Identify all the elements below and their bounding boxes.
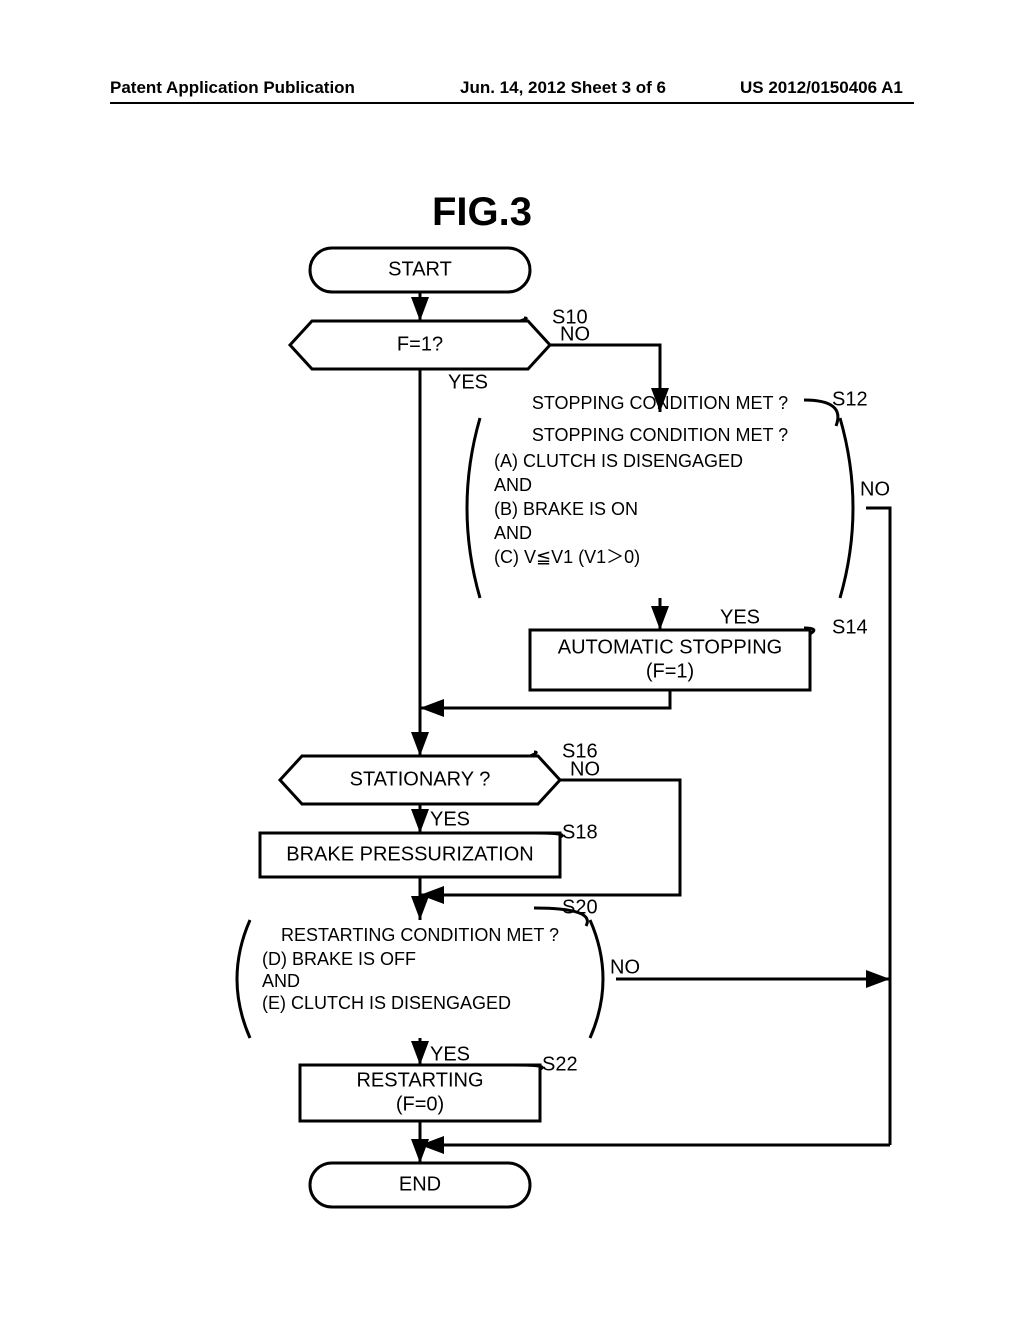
svg-text:NO: NO bbox=[570, 758, 600, 780]
svg-text:RESTARTING: RESTARTING bbox=[356, 1069, 483, 1091]
svg-text:S20: S20 bbox=[562, 896, 598, 918]
svg-text:NO: NO bbox=[860, 478, 890, 500]
svg-text:RESTARTING CONDITION MET ?: RESTARTING CONDITION MET ? bbox=[281, 925, 559, 945]
flowchart: STARTF=1?S10NOYESSTOPPING CONDITION MET … bbox=[160, 240, 920, 1210]
svg-text:STOPPING CONDITION MET ?: STOPPING CONDITION MET ? bbox=[532, 425, 788, 445]
svg-text:(A) CLUTCH IS DISENGAGED: (A) CLUTCH IS DISENGAGED bbox=[494, 451, 743, 471]
svg-text:S14: S14 bbox=[832, 616, 868, 638]
svg-text:AND: AND bbox=[494, 475, 532, 495]
header-rule bbox=[110, 102, 914, 104]
header-left: Patent Application Publication bbox=[110, 78, 355, 98]
svg-text:(D) BRAKE IS OFF: (D) BRAKE IS OFF bbox=[262, 949, 416, 969]
svg-text:(E) CLUTCH IS DISENGAGED: (E) CLUTCH IS DISENGAGED bbox=[262, 993, 511, 1013]
svg-text:F=1?: F=1? bbox=[397, 333, 443, 355]
page: Patent Application Publication Jun. 14, … bbox=[0, 0, 1024, 1320]
svg-text:START: START bbox=[388, 258, 452, 280]
svg-text:YES: YES bbox=[448, 371, 488, 393]
svg-text:(C) V≦V1 (V1＞0): (C) V≦V1 (V1＞0) bbox=[494, 547, 640, 567]
header-mid: Jun. 14, 2012 Sheet 3 of 6 bbox=[460, 78, 666, 98]
svg-text:NO: NO bbox=[560, 323, 590, 345]
svg-text:YES: YES bbox=[720, 606, 760, 628]
svg-text:(F=0): (F=0) bbox=[396, 1093, 444, 1115]
header-right: US 2012/0150406 A1 bbox=[740, 78, 903, 98]
svg-text:AND: AND bbox=[262, 971, 300, 991]
svg-text:STOPPING CONDITION MET ?: STOPPING CONDITION MET ? bbox=[532, 393, 788, 413]
svg-text:AND: AND bbox=[494, 523, 532, 543]
svg-text:S22: S22 bbox=[542, 1053, 578, 1075]
svg-text:(F=1): (F=1) bbox=[646, 660, 694, 682]
svg-text:(B) BRAKE IS ON: (B) BRAKE IS ON bbox=[494, 499, 638, 519]
svg-text:S18: S18 bbox=[562, 821, 598, 843]
svg-text:NO: NO bbox=[610, 956, 640, 978]
svg-text:END: END bbox=[399, 1173, 441, 1195]
svg-text:YES: YES bbox=[430, 1043, 470, 1065]
svg-text:STATIONARY ?: STATIONARY ? bbox=[350, 768, 491, 790]
svg-text:S12: S12 bbox=[832, 388, 868, 410]
svg-text:BRAKE PRESSURIZATION: BRAKE PRESSURIZATION bbox=[286, 843, 533, 865]
svg-text:AUTOMATIC STOPPING: AUTOMATIC STOPPING bbox=[558, 636, 782, 658]
svg-text:YES: YES bbox=[430, 808, 470, 830]
figure-title: FIG.3 bbox=[432, 190, 532, 235]
